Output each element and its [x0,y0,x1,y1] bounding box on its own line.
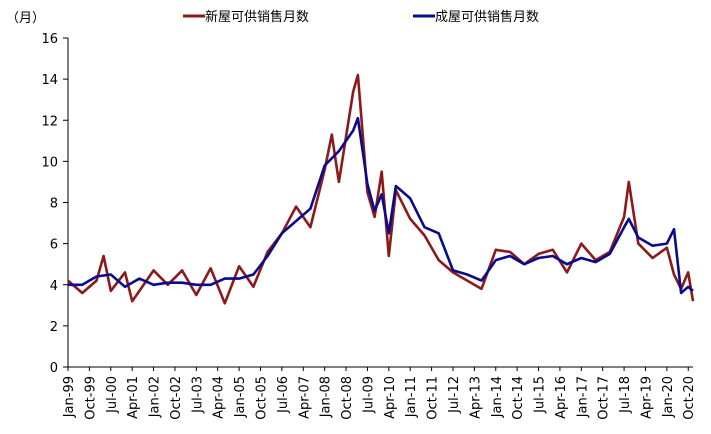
x-tick-label: Oct-14 [511,376,526,420]
x-tick-label: Oct-20 [682,376,697,420]
y-tick-label: 10 [41,155,58,170]
series-layer [67,73,695,305]
x-tick-label: Jul-03 [190,376,205,414]
x-tick-label: Apr-07 [297,376,312,419]
x-tick-label: Apr-16 [554,376,569,419]
x-tick-label: Jul-15 [533,376,548,414]
x-tick-label: Apr-10 [383,376,398,419]
x-tick-label: Jan-17 [575,376,590,418]
x-tick-label: Jul-12 [447,376,462,414]
y-tick-label: 12 [41,114,58,129]
x-tick-label: Apr-01 [126,376,141,419]
legend: 新屋可供销售月数 成屋可供销售月数 [183,9,539,25]
y-tick-label: 16 [41,32,58,47]
x-tick-label: Jul-18 [618,376,633,414]
y-tick-label: 2 [50,320,58,335]
series-line-1 [67,73,695,305]
x-tick-label: Jan-02 [148,376,163,418]
x-tick-label: Oct-08 [340,376,355,420]
x-tick-label: Jan-08 [319,376,334,418]
x-tick-label: Jan-14 [490,376,505,418]
y-tick-label: 4 [50,279,58,294]
x-tick-label: Oct-99 [83,376,98,420]
legend-label-2: 成屋可供销售月数 [435,9,539,25]
x-tick-label: Apr-19 [639,376,654,419]
x-tick-label: Oct-11 [426,376,441,420]
x-tick-label: Oct-17 [597,376,612,420]
x-axis: Jan-99 Oct-99 Jul-00 Apr-01 Jan-02 Oct-02 Jul-… [62,366,697,420]
x-tick-label: Jan-05 [233,376,248,418]
x-tick-label: Oct-02 [169,376,184,420]
y-tick-label: 0 [50,361,58,376]
x-tick-label: Jul-06 [276,376,291,414]
x-tick-label: Oct-05 [254,376,269,420]
y-axis-unit-label: （月） [6,11,45,26]
x-tick-label: Jul-09 [361,376,376,414]
series-line-2 [68,116,694,295]
x-tick-label: Apr-13 [468,376,483,419]
x-tick-label: Jan-11 [404,376,419,418]
y-tick-label: 8 [50,197,58,212]
x-tick-label: Apr-04 [212,376,227,419]
y-axis: 0 2 4 6 8 10 12 14 16 [41,32,69,376]
x-tick-label: Jul-00 [105,376,120,414]
y-tick-label: 6 [50,238,58,253]
x-tick-label: Jan-20 [661,376,676,418]
x-tick-label: Jan-99 [62,376,77,418]
y-tick-label: 14 [41,73,58,88]
legend-label-1: 新屋可供销售月数 [205,9,309,25]
